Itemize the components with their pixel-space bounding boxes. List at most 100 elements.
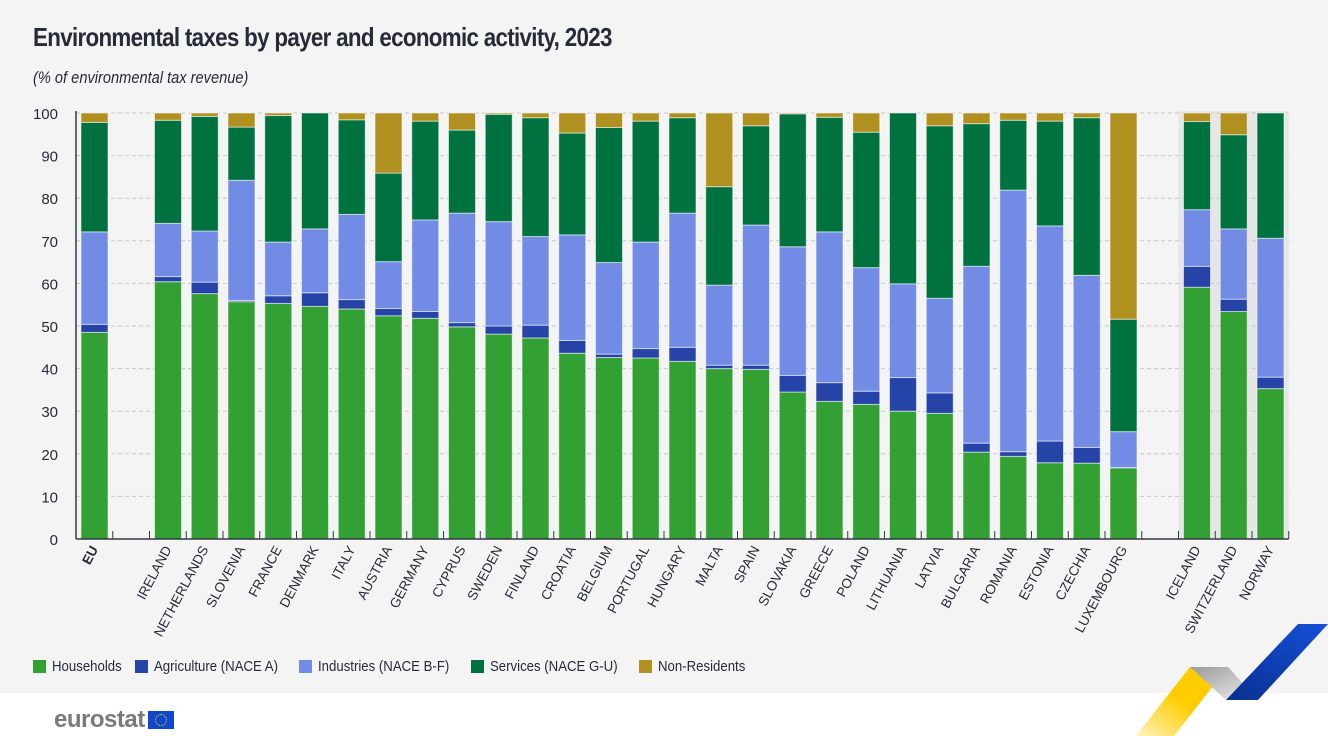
- bar-segment: [668, 112, 697, 119]
- bar-segment: [668, 212, 697, 348]
- x-tick-label: SLOVAKIA: [755, 543, 799, 608]
- bar-segment: [1256, 237, 1285, 378]
- bar-stack-italy: [337, 112, 366, 540]
- bar-segment: [558, 352, 587, 540]
- bar-segment: [1036, 112, 1064, 122]
- bar-segment: [1072, 446, 1101, 464]
- bar-stack-greece: [815, 112, 844, 540]
- bar-segment: [227, 126, 256, 181]
- bar-stack-switzerland: [1219, 112, 1248, 540]
- x-tick-label: ICELAND: [1163, 543, 1204, 602]
- bar-segment: [337, 308, 366, 540]
- y-tick-label: 60: [41, 276, 58, 293]
- bar-segment: [1109, 112, 1138, 320]
- x-tick-label: IRELAND: [134, 543, 175, 602]
- bar-stack-lithuania: [889, 112, 917, 540]
- legend-item[interactable]: Industries (NACE B-F): [299, 658, 457, 675]
- bar-segment: [521, 236, 550, 326]
- bar-segment: [631, 348, 660, 359]
- bar-stack-portugal: [631, 112, 660, 540]
- x-tick-label: GREECE: [796, 543, 836, 600]
- bar-segment: [889, 377, 917, 412]
- bar-segment: [999, 189, 1028, 453]
- bar-segment: [1072, 274, 1101, 448]
- bar-segment: [484, 325, 513, 335]
- bar-segment: [484, 112, 513, 115]
- bar-segment: [852, 131, 881, 269]
- legend-swatch: [33, 660, 46, 673]
- bar-segment: [374, 261, 403, 310]
- bar-stack-cyprus: [448, 112, 476, 540]
- bar-segment: [1036, 440, 1064, 464]
- chart-subtitle: (% of environmental tax revenue): [33, 68, 249, 87]
- bar-segment: [190, 281, 219, 295]
- bar-segment: [190, 293, 219, 540]
- bar-segment: [1109, 318, 1138, 433]
- x-tick-label: SPAIN: [731, 543, 763, 585]
- legend-item[interactable]: Services (NACE G-U): [471, 658, 625, 675]
- legend-label: Agriculture (NACE A): [154, 658, 279, 675]
- bar-segment: [1219, 134, 1248, 230]
- bar-segment: [227, 179, 256, 301]
- legend-item[interactable]: Households: [33, 658, 122, 675]
- bar-segment: [852, 390, 881, 405]
- bar-segment: [301, 112, 329, 230]
- bar-segment: [778, 246, 807, 376]
- bar-segment: [925, 297, 954, 394]
- legend-label: Households: [52, 658, 122, 675]
- bar-segment: [80, 323, 109, 333]
- bar-segment: [815, 382, 844, 402]
- eurostat-logo: eurostat: [54, 706, 174, 734]
- bar-segment: [374, 308, 403, 317]
- x-tick-label: ITALY: [328, 543, 358, 581]
- bar-segment: [484, 113, 513, 223]
- bar-segment: [190, 112, 219, 117]
- bar-segment: [154, 281, 182, 540]
- bar-segment: [962, 442, 991, 453]
- bar-segment: [815, 400, 844, 540]
- bar-segment: [374, 172, 403, 263]
- bar-segment: [962, 451, 991, 540]
- bar-segment: [778, 112, 807, 115]
- bar-segment: [962, 123, 991, 267]
- x-tick-label: CYPRUS: [429, 543, 469, 600]
- bar-stack-netherlands: [190, 112, 219, 540]
- bar-segment: [1256, 112, 1285, 239]
- bar-segment: [80, 121, 109, 233]
- bar-stack-norway: [1256, 112, 1285, 540]
- x-tick-label: CZECHIA: [1052, 543, 1093, 602]
- legend-swatch: [299, 660, 313, 673]
- bar-segment: [301, 292, 329, 307]
- legend-item[interactable]: Non-Residents: [639, 658, 747, 675]
- bar-segment: [264, 115, 293, 243]
- x-tick-labels: EU IRELANDNETHERLANDSSLOVENIAFRANCEDENMAR…: [79, 543, 1277, 639]
- bar-segment: [1183, 121, 1211, 211]
- bar-segment: [962, 112, 991, 125]
- y-tick-label: 70: [41, 234, 58, 251]
- bar-segment: [889, 112, 917, 285]
- legend-item[interactable]: Agriculture (NACE A): [135, 658, 285, 675]
- y-tick-label: 100: [33, 106, 58, 123]
- bar-segment: [484, 333, 513, 540]
- logo-text: eurostat: [54, 706, 145, 733]
- bar-segment: [852, 267, 881, 392]
- bar-segment: [154, 119, 182, 224]
- x-tick-label: BELGIUM: [574, 543, 616, 604]
- bar-segment: [595, 353, 623, 359]
- bar-segment: [815, 112, 844, 118]
- bar-segment: [264, 241, 293, 297]
- bar-segment: [521, 117, 550, 238]
- legend: Households Agriculture (NACE A) Industries…: [33, 658, 762, 675]
- y-tick-labels: 0 10 20 30 40 50 60 70 80 90 100: [33, 106, 58, 549]
- bar-stack-estonia: [1036, 112, 1064, 540]
- bar-segment: [852, 112, 881, 133]
- bar-segment: [889, 410, 917, 540]
- legend-label: Services (NACE G-U): [490, 658, 618, 675]
- legend-swatch: [639, 660, 653, 673]
- bar-stack-czechia: [1072, 112, 1101, 540]
- bar-stack-slovakia: [778, 112, 807, 540]
- bar-stack-finland: [521, 112, 550, 540]
- bar-segment: [558, 112, 587, 134]
- bar-segment: [154, 112, 182, 121]
- bar-segment: [337, 213, 366, 301]
